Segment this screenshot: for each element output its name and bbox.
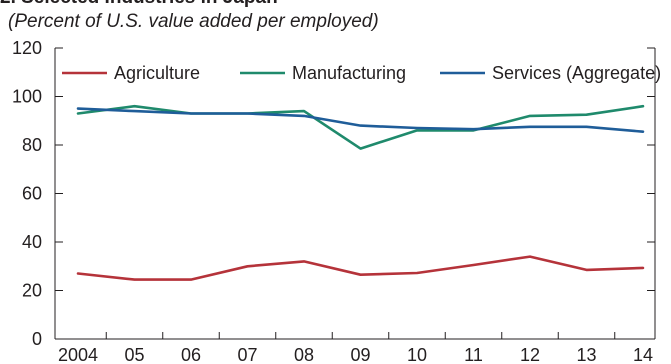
y-tick-label: 60 bbox=[22, 184, 42, 204]
x-tick-label: 08 bbox=[294, 345, 314, 364]
x-tick-label: 11 bbox=[464, 345, 483, 364]
y-tick-label: 20 bbox=[22, 281, 42, 301]
chart-subtitle: (Percent of U.S. value added per employe… bbox=[8, 11, 379, 32]
y-tick-label: 0 bbox=[32, 329, 42, 349]
chart-title: 2. Selected Industries in Japan bbox=[0, 0, 278, 8]
series-layer bbox=[78, 106, 643, 279]
legend-label: Agriculture bbox=[114, 63, 200, 83]
series-line-services-aggregate bbox=[78, 109, 643, 132]
y-axis-ticks: 0 20 40 60 80 100 120 bbox=[12, 38, 655, 349]
x-axis-ticks: 2004 05 06 07 08 09 10 11 12 13 14 bbox=[58, 332, 653, 364]
axes bbox=[55, 48, 655, 339]
y-tick-label: 120 bbox=[12, 38, 42, 58]
x-tick-label: 06 bbox=[181, 345, 201, 364]
x-tick-label: 07 bbox=[237, 345, 257, 364]
series-line-agriculture bbox=[78, 257, 643, 280]
y-tick-label: 40 bbox=[22, 232, 42, 252]
legend-label: Services (Aggregate) bbox=[492, 63, 661, 83]
x-tick-label: 12 bbox=[520, 345, 540, 364]
y-tick-label: 80 bbox=[22, 135, 42, 155]
x-tick-label: 13 bbox=[576, 345, 596, 364]
x-tick-label: 2004 bbox=[58, 345, 98, 364]
x-tick-label: 09 bbox=[350, 345, 370, 364]
y-tick-label: 100 bbox=[12, 87, 42, 107]
x-tick-label: 05 bbox=[124, 345, 144, 364]
legend: Agriculture Manufacturing Services (Aggreg… bbox=[62, 63, 661, 83]
x-tick-label: 14 bbox=[633, 345, 653, 364]
x-tick-label: 10 bbox=[407, 345, 427, 364]
legend-label: Manufacturing bbox=[292, 63, 406, 83]
